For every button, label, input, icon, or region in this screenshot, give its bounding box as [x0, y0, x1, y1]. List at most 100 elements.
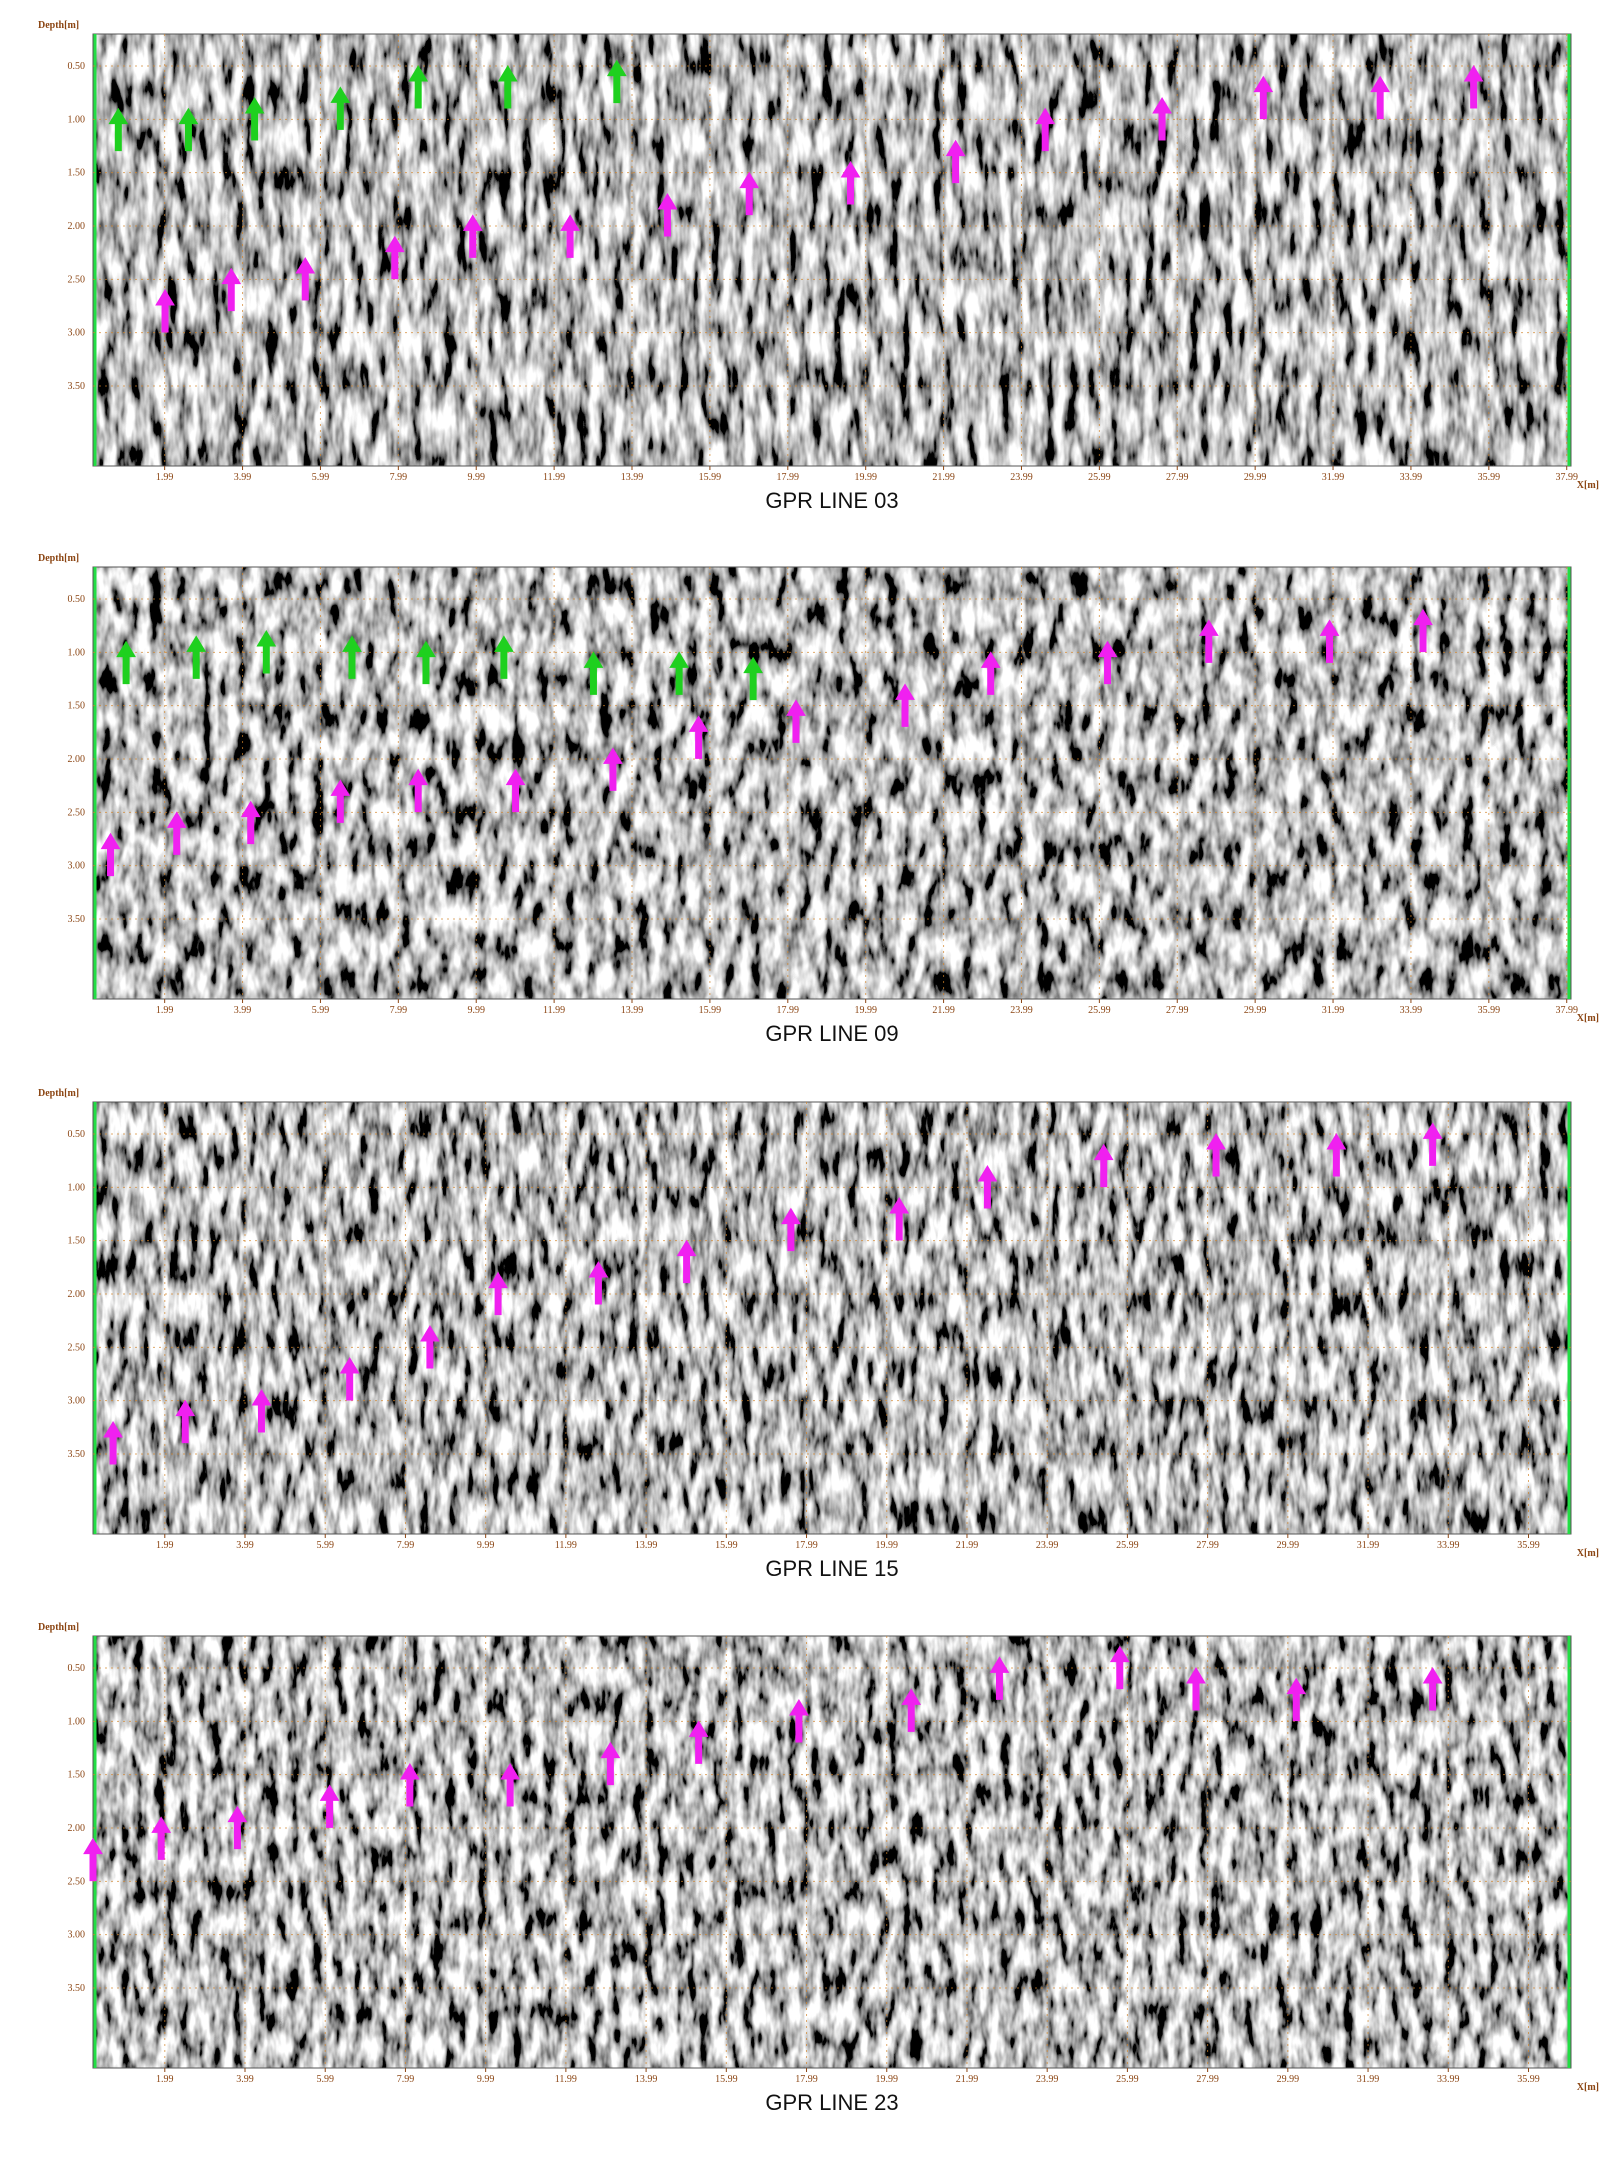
arrow-marker	[384, 235, 405, 280]
arrow-marker	[657, 193, 678, 237]
arrow-marker	[100, 832, 121, 877]
x-tick-label: 15.99	[715, 1540, 738, 1551]
arrow-marker	[1035, 107, 1056, 152]
x-tick-label: 25.99	[1088, 1005, 1111, 1016]
arrow-marker	[980, 651, 1001, 695]
arrow-marker	[901, 1688, 922, 1732]
arrow-marker	[1097, 640, 1118, 685]
arrow-marker	[83, 1837, 103, 1882]
x-tick-label: 17.99	[777, 1005, 800, 1016]
x-tick-label: 5.99	[312, 472, 330, 483]
y-tick-label: 1.50	[68, 1236, 86, 1247]
radargram-panel: 0.50 1.00 1.50 2.00 2.50 3.00 3.50 1.99 3.99 5.99…	[38, 1088, 1599, 1581]
arrow-marker	[1253, 75, 1274, 120]
arrow-marker	[330, 86, 351, 130]
y-tick-label: 1.50	[68, 701, 86, 712]
y-tick-label: 0.50	[68, 61, 86, 72]
arrow-marker	[1422, 1122, 1443, 1166]
y-tick-label: 3.00	[68, 1396, 86, 1407]
arrow-marker	[256, 630, 277, 674]
plot-frame	[92, 33, 1572, 467]
arrow-marker	[462, 214, 483, 258]
arrow-marker	[1198, 619, 1219, 663]
x-tick-label: 35.99	[1517, 2074, 1540, 2085]
x-tick-label: 13.99	[621, 472, 644, 483]
arrow-marker	[416, 640, 436, 685]
arrow-marker	[408, 65, 429, 109]
y-axis-label: Depth[m]	[38, 553, 79, 564]
arrow-marker	[500, 1763, 521, 1807]
y-tick-label: 1.00	[68, 647, 86, 658]
y-tick-label: 2.00	[68, 754, 86, 765]
arrow-marker	[560, 214, 580, 258]
x-axis-label: X[m]	[1577, 1548, 1599, 1559]
arrow-marker	[227, 1805, 248, 1850]
x-axis-label: X[m]	[1577, 480, 1599, 491]
arrow-marker	[408, 768, 429, 813]
x-tick-label: 17.99	[777, 472, 800, 483]
arrow-marker	[603, 747, 623, 791]
y-tick-label: 2.50	[68, 274, 86, 285]
x-tick-label: 7.99	[397, 2074, 415, 2085]
x-tick-label: 17.99	[795, 2074, 818, 2085]
y-tick-label: 2.00	[68, 1289, 86, 1300]
arrow-marker	[1186, 1667, 1206, 1711]
arrow-marker	[319, 1784, 340, 1828]
arrow-marker	[108, 107, 129, 152]
arrow-marker	[493, 635, 514, 679]
x-tick-label: 23.99	[1010, 1005, 1033, 1016]
x-tick-label: 15.99	[699, 472, 722, 483]
x-tick-label: 7.99	[397, 1540, 415, 1551]
x-tick-label: 29.99	[1244, 1005, 1267, 1016]
y-tick-label: 2.50	[68, 1342, 86, 1353]
x-tick-label: 9.99	[477, 2074, 495, 2085]
arrow-marker	[497, 65, 518, 109]
arrow-marker	[399, 1763, 420, 1807]
y-tick-label: 1.50	[68, 168, 86, 179]
y-tick-label: 1.00	[68, 1182, 86, 1193]
x-tick-label: 27.99	[1166, 472, 1189, 483]
arrow-marker	[175, 1399, 196, 1444]
x-tick-label: 21.99	[932, 1005, 955, 1016]
arrow-marker	[1152, 97, 1172, 141]
x-tick-label: 13.99	[635, 1540, 658, 1551]
x-tick-label: 27.99	[1196, 1540, 1219, 1551]
x-tick-label: 3.99	[236, 2074, 254, 2085]
arrow-marker	[676, 1239, 697, 1284]
x-tick-label: 33.99	[1400, 472, 1423, 483]
arrow-marker	[116, 640, 136, 685]
y-tick-label: 0.50	[68, 1663, 86, 1674]
y-tick-label: 2.00	[68, 1823, 86, 1834]
x-tick-label: 13.99	[635, 2074, 658, 2085]
x-tick-label: 35.99	[1478, 472, 1501, 483]
x-tick-label: 29.99	[1277, 2074, 1300, 2085]
arrow-marker	[221, 267, 242, 312]
radargram-image	[93, 1102, 1571, 1534]
arrow-marker	[743, 656, 764, 701]
x-tick-label: 21.99	[932, 472, 955, 483]
radargram-image	[93, 34, 1571, 466]
x-tick-label: 1.99	[156, 2074, 174, 2085]
arrow-marker	[155, 289, 175, 333]
x-tick-label: 3.99	[236, 1540, 254, 1551]
arrow-marker	[240, 800, 261, 845]
y-tick-label: 0.50	[68, 1129, 86, 1140]
arrow-marker	[1326, 1133, 1347, 1177]
x-tick-label: 21.99	[956, 2074, 979, 2085]
arrow-marker	[840, 161, 861, 205]
arrow-marker	[1206, 1133, 1226, 1177]
radargram-panel: 0.50 1.00 1.50 2.00 2.50 3.00 3.50 1.99 3.99 5.99…	[38, 20, 1599, 513]
x-tick-label: 1.99	[156, 1005, 174, 1016]
panel-caption: GPR LINE 15	[765, 1556, 898, 1581]
arrow-marker	[1286, 1677, 1307, 1722]
arrow-marker	[588, 1261, 609, 1305]
x-tick-label: 15.99	[715, 2074, 738, 2085]
radargram-image	[93, 567, 1571, 999]
x-tick-label: 37.99	[1555, 1005, 1578, 1016]
arrow-marker	[186, 635, 207, 679]
panel-caption: GPR LINE 23	[765, 2090, 898, 2115]
x-tick-label: 19.99	[854, 1005, 877, 1016]
arrow-marker	[989, 1656, 1010, 1700]
y-tick-label: 3.50	[68, 381, 86, 392]
x-tick-label: 35.99	[1478, 1005, 1501, 1016]
